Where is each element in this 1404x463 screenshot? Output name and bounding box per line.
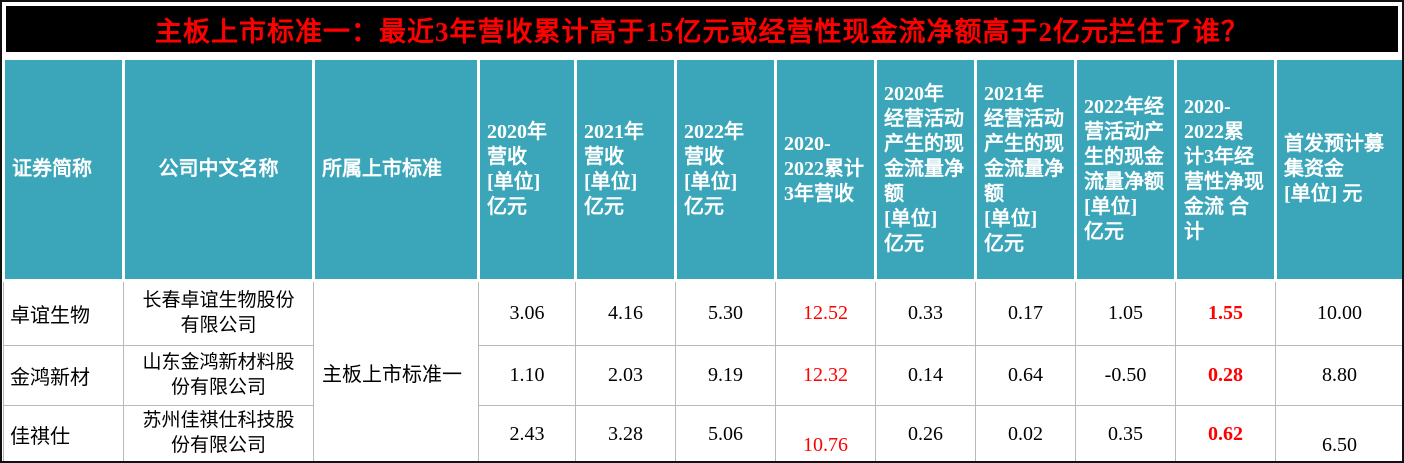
company-name-cell: 苏州佳祺仕科技股 份有限公司 bbox=[123, 405, 314, 461]
cashflow-2020-cell: 0.33 bbox=[875, 280, 976, 346]
col-header-ticker: 证券简称 bbox=[2, 57, 125, 282]
table-header: 证券简称 公司中文名称 所属上市标准 2020年 营收 [单位] 亿元 2021… bbox=[2, 57, 1402, 282]
cumulative-revenue-cell: 10.76 bbox=[775, 405, 876, 461]
revenue-2021-cell: 4.16 bbox=[575, 280, 676, 346]
company-name-cell: 山东金鸿新材料股 份有限公司 bbox=[123, 345, 314, 406]
table-body: 卓谊生物 长春卓谊生物股份 有限公司 主板上市标准一 3.06 4.16 5.3… bbox=[3, 280, 1402, 461]
cashflow-2021-cell: 0.64 bbox=[975, 345, 1076, 406]
col-header-cashflow-2020: 2020年 经营活动 产生的现 金流量净 额 [单位] 亿元 bbox=[874, 57, 977, 282]
cashflow-2021-cell: 0.02 bbox=[975, 405, 1076, 461]
cashflow-2022-cell: 0.35 bbox=[1075, 405, 1176, 461]
revenue-2020-cell: 3.06 bbox=[478, 280, 576, 346]
company-name-cell: 长春卓谊生物股份 有限公司 bbox=[123, 280, 314, 346]
col-header-revenue-2021: 2021年 营收 [单位] 亿元 bbox=[574, 57, 677, 282]
col-header-company-name: 公司中文名称 bbox=[122, 57, 315, 282]
col-header-revenue-2020: 2020年 营收 [单位] 亿元 bbox=[477, 57, 577, 282]
cumulative-cashflow-cell: 0.28 bbox=[1175, 345, 1276, 406]
col-header-cumulative-revenue: 2020- 2022累计 3年营收 bbox=[774, 57, 877, 282]
revenue-2022-cell: 9.19 bbox=[675, 345, 776, 406]
table-row: 卓谊生物 长春卓谊生物股份 有限公司 主板上市标准一 3.06 4.16 5.3… bbox=[3, 280, 1402, 461]
revenue-2022-cell: 5.06 bbox=[675, 405, 776, 461]
col-header-listing-standard: 所属上市标准 bbox=[312, 57, 480, 282]
cashflow-2022-cell: 1.05 bbox=[1075, 280, 1176, 346]
revenue-2022-cell: 5.30 bbox=[675, 280, 776, 346]
revenue-2020-cell: 1.10 bbox=[478, 345, 576, 406]
col-header-cashflow-2022: 2022年经 营活动产 生的现金 流量净额 [单位] 亿元 bbox=[1074, 57, 1177, 282]
revenue-2021-cell: 3.28 bbox=[575, 405, 676, 461]
fundraising-cell: 10.00 bbox=[1275, 280, 1402, 346]
cumulative-revenue-cell: 12.52 bbox=[775, 280, 876, 346]
table-row: 金鸿新材 山东金鸿新材料股 份有限公司 1.10 2.03 9.19 12.32… bbox=[3, 345, 1402, 406]
cumulative-cashflow-cell: 1.55 bbox=[1175, 280, 1276, 346]
ticker-cell: 卓谊生物 bbox=[3, 280, 124, 346]
table-row: 佳祺仕 苏州佳祺仕科技股 份有限公司 2.43 3.28 5.06 10.76 … bbox=[3, 405, 1402, 461]
col-header-cumulative-cashflow: 2020- 2022累 计3年经 营性净现 金流 合 计 bbox=[1174, 57, 1277, 282]
page-title: 主板上市标准一：最近3年营收累计高于15亿元或经营性现金流净额高于2亿元拦住了谁… bbox=[155, 16, 1249, 47]
revenue-2020-cell: 2.43 bbox=[478, 405, 576, 461]
fundraising-cell: 8.80 bbox=[1275, 345, 1402, 406]
col-header-cashflow-2021: 2021年 经营活动 产生的现 金流量净 额 [单位] 亿元 bbox=[974, 57, 1077, 282]
cumulative-cashflow-cell: 0.62 bbox=[1175, 405, 1276, 461]
header-row: 证券简称 公司中文名称 所属上市标准 2020年 营收 [单位] 亿元 2021… bbox=[2, 57, 1402, 282]
listing-standard-table: 证券简称 公司中文名称 所属上市标准 2020年 营收 [单位] 亿元 2021… bbox=[2, 57, 1402, 461]
cashflow-2022-cell: -0.50 bbox=[1075, 345, 1176, 406]
col-header-planned-fundraising: 首发预计募 集资金 [单位] 元 bbox=[1274, 57, 1402, 282]
ticker-cell: 金鸿新材 bbox=[3, 345, 124, 406]
cashflow-2021-cell: 0.17 bbox=[975, 280, 1076, 346]
ticker-cell: 佳祺仕 bbox=[3, 405, 124, 461]
cashflow-2020-cell: 0.26 bbox=[875, 405, 976, 461]
col-header-revenue-2022: 2022年 营收 [单位] 亿元 bbox=[674, 57, 777, 282]
cashflow-2020-cell: 0.14 bbox=[875, 345, 976, 406]
title-bar: 主板上市标准一：最近3年营收累计高于15亿元或经营性现金流净额高于2亿元拦住了谁… bbox=[6, 6, 1398, 52]
cumulative-revenue-cell: 12.32 bbox=[775, 345, 876, 406]
fundraising-cell: 6.50 bbox=[1275, 405, 1402, 461]
listing-standard-cell: 主板上市标准一 bbox=[313, 280, 479, 461]
revenue-2021-cell: 2.03 bbox=[575, 345, 676, 406]
